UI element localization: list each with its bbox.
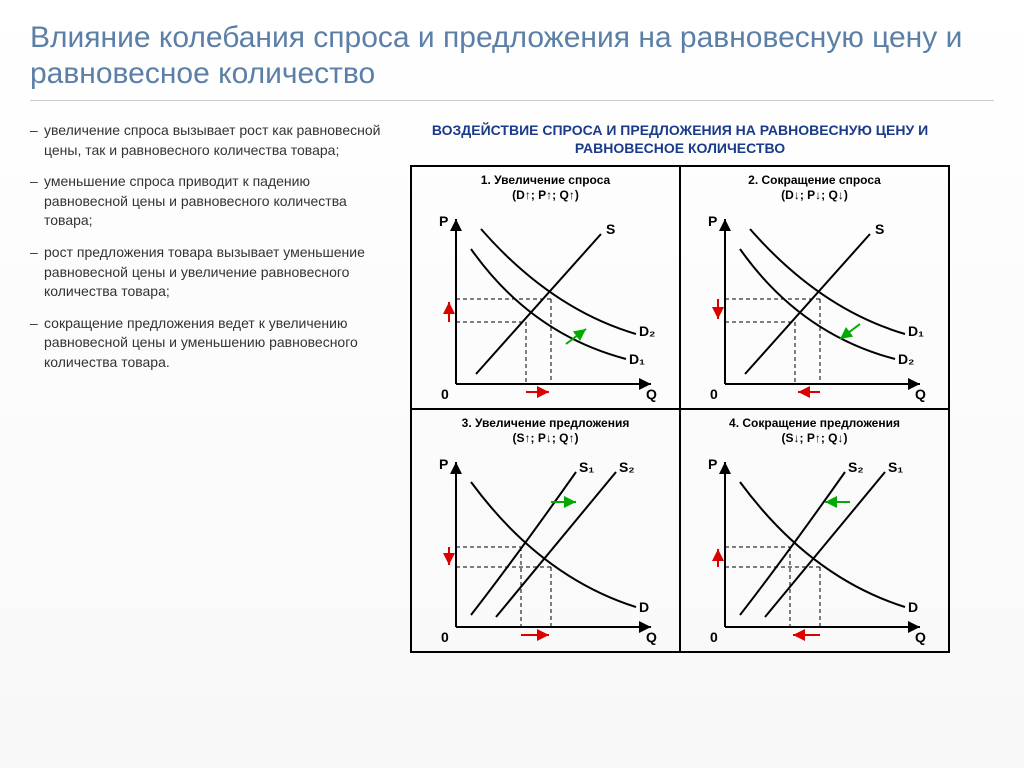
chart-4-svg: P Q 0 D S₁ S₂ xyxy=(690,447,940,647)
chart-1-svg: P Q 0 S D₁ D₂ xyxy=(421,204,671,404)
caption-sub: (S↓; P↑; Q↓) xyxy=(782,431,848,445)
chart-caption-3: 3. Увеличение предложения (S↑; P↓; Q↑) xyxy=(416,416,675,445)
chart-3-svg: P Q 0 D S₁ S₂ xyxy=(421,447,671,647)
bullet-list: увеличение спроса вызывает рост как равн… xyxy=(30,121,390,653)
curve-d2: D₂ xyxy=(898,351,914,367)
curve-s: S xyxy=(875,221,884,237)
bullet-item: увеличение спроса вызывает рост как равн… xyxy=(30,121,390,160)
content-row: увеличение спроса вызывает рост как равн… xyxy=(30,121,994,653)
chart-grid: 1. Увеличение спроса (D↑; P↑; Q↑) P xyxy=(410,165,950,653)
axis-label-p: P xyxy=(708,456,717,472)
curve-d1: D₁ xyxy=(629,351,645,367)
caption-text: 2. Сокращение спроса xyxy=(748,173,881,187)
axis-label-p: P xyxy=(708,213,717,229)
axis-label-p: P xyxy=(439,213,448,229)
page-title: Влияние колебания спроса и предложения н… xyxy=(30,20,994,101)
caption-text: 1. Увеличение спроса xyxy=(481,173,610,187)
bullet-item: сокращение предложения ведет к увеличени… xyxy=(30,314,390,373)
axis-label-q: Q xyxy=(646,629,657,645)
caption-sub: (D↑; P↑; Q↑) xyxy=(512,188,579,202)
chart-panel-title: ВОЗДЕЙСТВИЕ СПРОСА И ПРЕДЛОЖЕНИЯ НА РАВН… xyxy=(410,121,950,157)
curve-d2: D₂ xyxy=(639,323,655,339)
caption-sub: (S↑; P↓; Q↑) xyxy=(513,431,579,445)
chart-cell-4: 4. Сокращение предложения (S↓; P↑; Q↓) P… xyxy=(680,409,949,652)
curve-d1: D₁ xyxy=(908,323,924,339)
axis-label-q: Q xyxy=(915,386,926,402)
curve-s: S xyxy=(606,221,615,237)
axis-label-p: P xyxy=(439,456,448,472)
axis-origin: 0 xyxy=(441,629,449,645)
chart-caption-2: 2. Сокращение спроса (D↓; P↓; Q↓) xyxy=(685,173,944,202)
curve-d: D xyxy=(639,599,649,615)
curve-s1: S₁ xyxy=(579,459,594,475)
chart-2-svg: P Q 0 S D₁ D₂ xyxy=(690,204,940,404)
curve-s2: S₂ xyxy=(848,459,864,475)
caption-sub: (D↓; P↓; Q↓) xyxy=(781,188,848,202)
curve-s2: S₂ xyxy=(619,459,635,475)
axis-origin: 0 xyxy=(710,629,718,645)
caption-text: 4. Сокращение предложения xyxy=(729,416,900,430)
chart-caption-1: 1. Увеличение спроса (D↑; P↑; Q↑) xyxy=(416,173,675,202)
chart-caption-4: 4. Сокращение предложения (S↓; P↑; Q↓) xyxy=(685,416,944,445)
axis-origin: 0 xyxy=(710,386,718,402)
curve-d: D xyxy=(908,599,918,615)
caption-text: 3. Увеличение предложения xyxy=(462,416,630,430)
curve-s1: S₁ xyxy=(888,459,903,475)
chart-area: ВОЗДЕЙСТВИЕ СПРОСА И ПРЕДЛОЖЕНИЯ НА РАВН… xyxy=(410,121,950,653)
axis-label-q: Q xyxy=(915,629,926,645)
chart-cell-3: 3. Увеличение предложения (S↑; P↓; Q↑) P… xyxy=(411,409,680,652)
axis-origin: 0 xyxy=(441,386,449,402)
axis-label-q: Q xyxy=(646,386,657,402)
chart-cell-1: 1. Увеличение спроса (D↑; P↑; Q↑) P xyxy=(411,166,680,409)
chart-cell-2: 2. Сокращение спроса (D↓; P↓; Q↓) P Q xyxy=(680,166,949,409)
slide: Влияние колебания спроса и предложения н… xyxy=(0,0,1024,768)
bullet-item: рост предложения товара вызывает уменьше… xyxy=(30,243,390,302)
bullet-item: уменьшение спроса приводит к падению рав… xyxy=(30,172,390,231)
